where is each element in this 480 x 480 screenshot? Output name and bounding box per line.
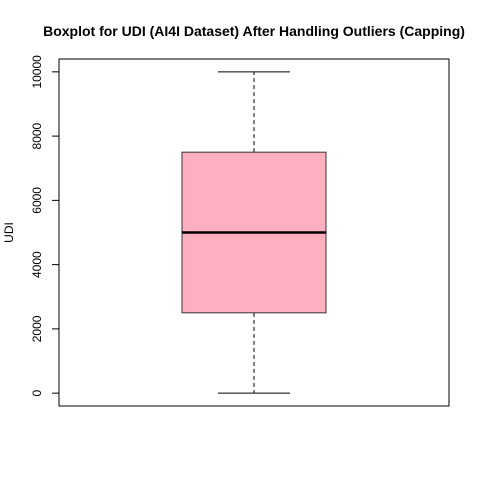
y-tick-label: 4000 bbox=[30, 251, 44, 278]
y-tick-label: 0 bbox=[30, 389, 44, 396]
y-tick-label: 2000 bbox=[30, 315, 44, 342]
y-tick-label: 8000 bbox=[30, 122, 44, 149]
chart-title: Boxplot for UDI (AI4I Dataset) After Han… bbox=[43, 23, 465, 39]
y-axis: 0 2000 4000 6000 8000 10000 bbox=[30, 55, 60, 396]
y-axis-label: UDI bbox=[2, 222, 16, 243]
boxplot bbox=[181, 71, 327, 394]
y-tick-label: 6000 bbox=[30, 187, 44, 214]
y-tick-label: 10000 bbox=[30, 55, 44, 89]
